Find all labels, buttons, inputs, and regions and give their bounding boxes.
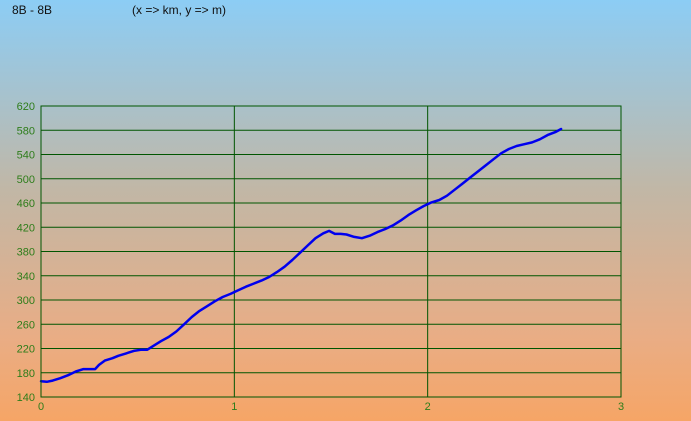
chart-subtitle: (x => km, y => m)	[132, 3, 227, 17]
tick-labels: 140 180 220 260 300 340 380 420 460 500 540 580 620 0…	[17, 101, 624, 413]
y-tick-label: 300	[17, 295, 35, 307]
y-tick-label: 340	[17, 271, 35, 283]
plot-frame	[40, 105, 622, 398]
y-tick-label: 420	[17, 222, 35, 234]
grid-lines	[40, 105, 622, 398]
y-tick-label: 460	[17, 198, 35, 210]
y-tick-label: 220	[17, 344, 35, 356]
y-tick-label: 500	[17, 174, 35, 186]
y-tick-label: 620	[17, 101, 35, 113]
x-tick-label: 2	[425, 401, 431, 413]
y-tick-label: 180	[17, 368, 35, 380]
series-lines	[39, 127, 563, 384]
y-tick-label: 540	[17, 150, 35, 162]
y-tick-label: 140	[17, 392, 35, 404]
elevation-series-line	[39, 127, 563, 384]
x-tick-label: 3	[618, 401, 624, 413]
chart-title: 8B - 8B	[12, 3, 53, 17]
y-tick-label: 260	[17, 319, 35, 331]
y-tick-label: 580	[17, 125, 35, 137]
x-tick-label: 1	[231, 401, 237, 413]
y-tick-label: 380	[17, 247, 35, 259]
x-tick-label: 0	[38, 401, 44, 413]
